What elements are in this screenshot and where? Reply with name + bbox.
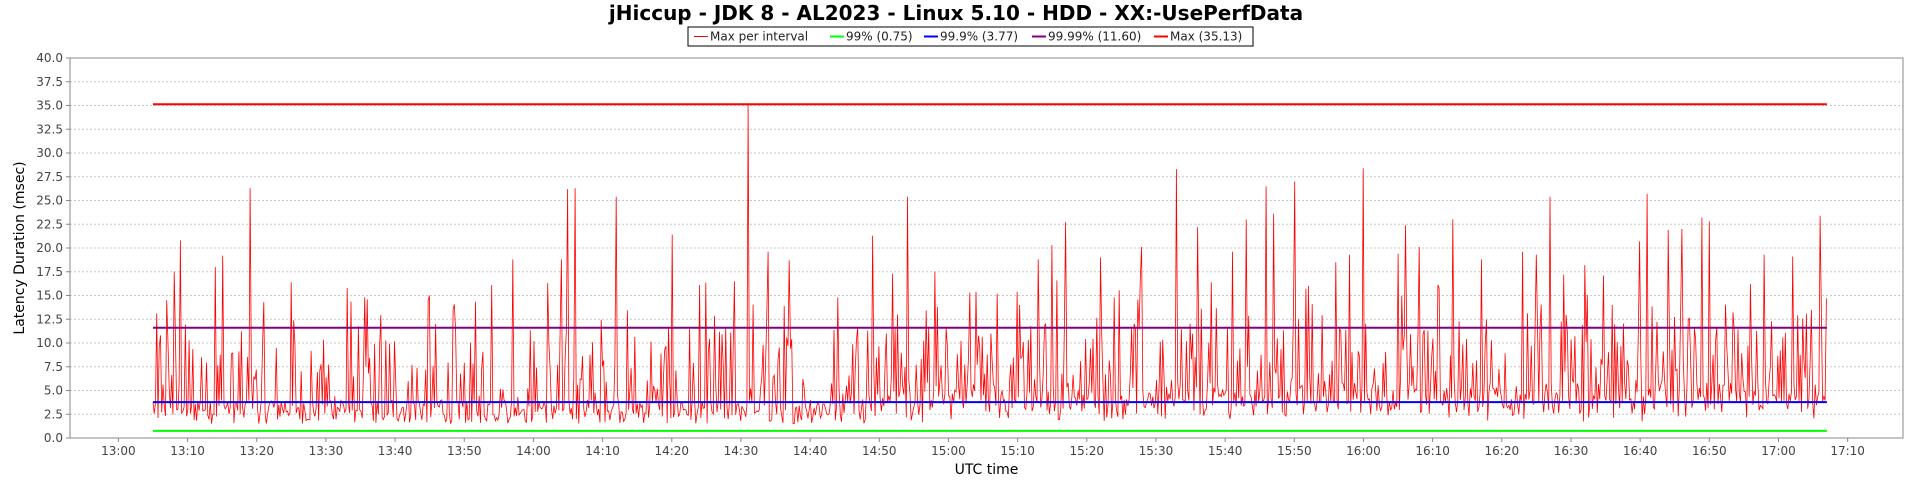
x-tick-label: 14:10	[585, 444, 620, 458]
x-tick-label: 13:40	[378, 444, 413, 458]
legend-entry-label: 99.9% (3.77)	[940, 30, 1018, 44]
y-tick-label: 22.5	[36, 217, 63, 231]
x-tick-label: 14:20	[654, 444, 689, 458]
x-tick-label: 17:10	[1830, 444, 1865, 458]
y-tick-label: 30.0	[36, 146, 63, 160]
y-tick-label: 0.0	[44, 431, 63, 445]
x-tick-label: 16:30	[1554, 444, 1589, 458]
y-tick-label: 25.0	[36, 194, 63, 208]
x-tick-label: 15:50	[1277, 444, 1312, 458]
x-tick-label: 16:20	[1485, 444, 1520, 458]
y-tick-label: 5.0	[44, 384, 63, 398]
x-tick-label: 13:50	[447, 444, 482, 458]
legend-entry-label: 99% (0.75)	[846, 30, 913, 44]
y-tick-label: 12.5	[36, 312, 63, 326]
x-tick-label: 15:40	[1208, 444, 1243, 458]
legend-entry-label: 99.99% (11.60)	[1048, 30, 1141, 44]
x-tick-label: 13:30	[309, 444, 344, 458]
legend-entry-label: Max per interval	[710, 30, 808, 44]
y-axis: 0.0 2.5 5.0 7.5 10.0 12.5 15.0 17.5 20.0 22.5 25.0…	[36, 51, 70, 445]
series-layer	[152, 103, 1827, 432]
x-tick-label: 16:10	[1415, 444, 1450, 458]
y-tick-label: 7.5	[44, 360, 63, 374]
x-tick-label: 16:50	[1692, 444, 1727, 458]
x-tick-label: 14:50	[862, 444, 897, 458]
x-tick-label: 13:10	[170, 444, 205, 458]
grid-lines	[70, 57, 1903, 439]
x-tick-label: 14:40	[793, 444, 828, 458]
y-tick-label: 15.0	[36, 289, 63, 303]
x-tick-label: 14:00	[516, 444, 551, 458]
y-tick-label: 10.0	[36, 336, 63, 350]
y-tick-label: 32.5	[36, 122, 63, 136]
y-axis-label: Latency Duration (msec)	[12, 161, 28, 334]
x-tick-label: 15:10	[1000, 444, 1035, 458]
y-tick-label: 17.5	[36, 265, 63, 279]
x-tick-label: 15:00	[931, 444, 966, 458]
x-axis-label: UTC time	[955, 462, 1019, 478]
y-tick-label: 37.5	[36, 75, 63, 89]
x-tick-label: 17:00	[1761, 444, 1796, 458]
y-tick-label: 2.5	[44, 407, 63, 421]
chart-title: jHiccup - JDK 8 - AL2023 - Linux 5.10 - …	[608, 1, 1303, 25]
x-tick-label: 16:40	[1623, 444, 1658, 458]
x-tick-label: 15:20	[1069, 444, 1104, 458]
x-tick-label: 13:20	[239, 444, 274, 458]
y-tick-label: 20.0	[36, 241, 63, 255]
x-axis: 13:00 13:10 13:20 13:30 13:40 13:50 14:00 14:10…	[101, 438, 1865, 458]
x-tick-label: 15:30	[1139, 444, 1174, 458]
legend-box	[687, 26, 1254, 47]
x-tick-label: 13:00	[101, 444, 136, 458]
legend-entry-label: Max (35.13)	[1170, 30, 1242, 44]
x-tick-label: 14:30	[724, 444, 759, 458]
x-tick-label: 16:00	[1346, 444, 1381, 458]
y-tick-label: 27.5	[36, 170, 63, 184]
y-tick-label: 40.0	[36, 51, 63, 65]
legend: Max per interval 99% (0.75) 99.9% (3.77) 99…	[687, 26, 1254, 47]
y-tick-label: 35.0	[36, 99, 63, 113]
